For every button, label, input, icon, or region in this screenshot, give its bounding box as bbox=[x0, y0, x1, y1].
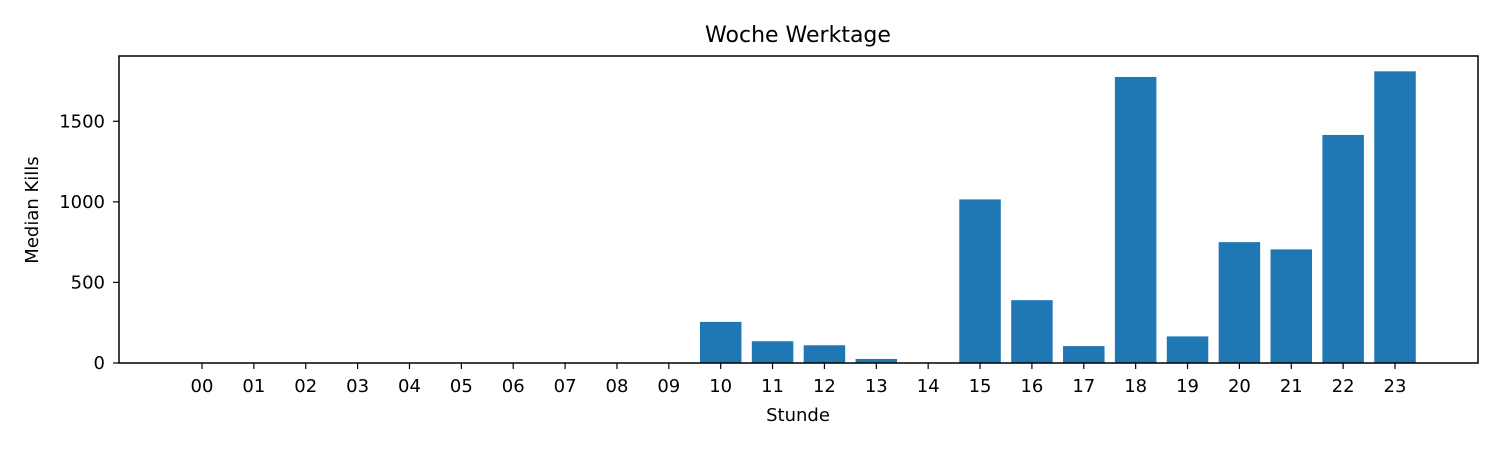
bar-20 bbox=[1218, 242, 1261, 363]
bar-12 bbox=[803, 345, 846, 363]
x-tick-label-02: 02 bbox=[294, 376, 317, 397]
x-tick-label-13: 13 bbox=[865, 376, 888, 397]
x-tick-label-21: 21 bbox=[1280, 376, 1303, 397]
chart-title: Woche Werktage bbox=[705, 23, 891, 48]
bar-23 bbox=[1374, 71, 1416, 364]
x-tick-label-17: 17 bbox=[1072, 376, 1095, 397]
x-axis: 00 01 02 03 04 05 06 07 08 09 10 11 12 13 14 15 16 17 18 19… bbox=[191, 363, 1407, 397]
x-tick-label-04: 04 bbox=[398, 376, 421, 397]
y-axis: 0 500 1000 1500 bbox=[59, 111, 119, 374]
bar-17 bbox=[1063, 346, 1105, 363]
y-tick-label-1000: 1000 bbox=[59, 192, 105, 213]
y-tick-label-1500: 1500 bbox=[59, 111, 105, 132]
x-tick-label-14: 14 bbox=[917, 376, 940, 397]
x-tick-label-12: 12 bbox=[813, 376, 836, 397]
x-tick-label-20: 20 bbox=[1228, 376, 1251, 397]
x-tick-label-07: 07 bbox=[554, 376, 577, 397]
y-tick-label-0: 0 bbox=[94, 353, 105, 374]
bars-group bbox=[699, 71, 1416, 364]
bar-22 bbox=[1322, 134, 1364, 363]
x-tick-label-11: 11 bbox=[761, 376, 784, 397]
x-tick-label-18: 18 bbox=[1124, 376, 1147, 397]
bar-10 bbox=[699, 321, 742, 363]
x-tick-label-22: 22 bbox=[1332, 376, 1355, 397]
y-tick-label-500: 500 bbox=[71, 272, 105, 293]
bar-16 bbox=[1011, 300, 1053, 363]
bar-19 bbox=[1166, 336, 1209, 363]
bar-15 bbox=[959, 199, 1001, 363]
x-tick-label-08: 08 bbox=[606, 376, 629, 397]
bar-18 bbox=[1114, 76, 1157, 363]
y-axis-label: Median Kills bbox=[22, 156, 43, 263]
bar-21 bbox=[1270, 249, 1313, 363]
x-tick-label-00: 00 bbox=[191, 376, 214, 397]
plot-frame bbox=[118, 55, 1479, 364]
bar-13 bbox=[855, 358, 898, 363]
x-tick-label-10: 10 bbox=[709, 376, 732, 397]
x-tick-label-09: 09 bbox=[657, 376, 680, 397]
x-tick-label-05: 05 bbox=[450, 376, 473, 397]
bar-11 bbox=[751, 341, 794, 363]
x-tick-label-16: 16 bbox=[1020, 376, 1043, 397]
x-tick-label-19: 19 bbox=[1176, 376, 1199, 397]
x-tick-label-15: 15 bbox=[969, 376, 992, 397]
x-axis-label: Stunde bbox=[766, 405, 830, 426]
x-tick-label-06: 06 bbox=[502, 376, 525, 397]
x-tick-label-01: 01 bbox=[242, 376, 265, 397]
x-tick-label-03: 03 bbox=[346, 376, 369, 397]
x-tick-label-23: 23 bbox=[1384, 376, 1407, 397]
